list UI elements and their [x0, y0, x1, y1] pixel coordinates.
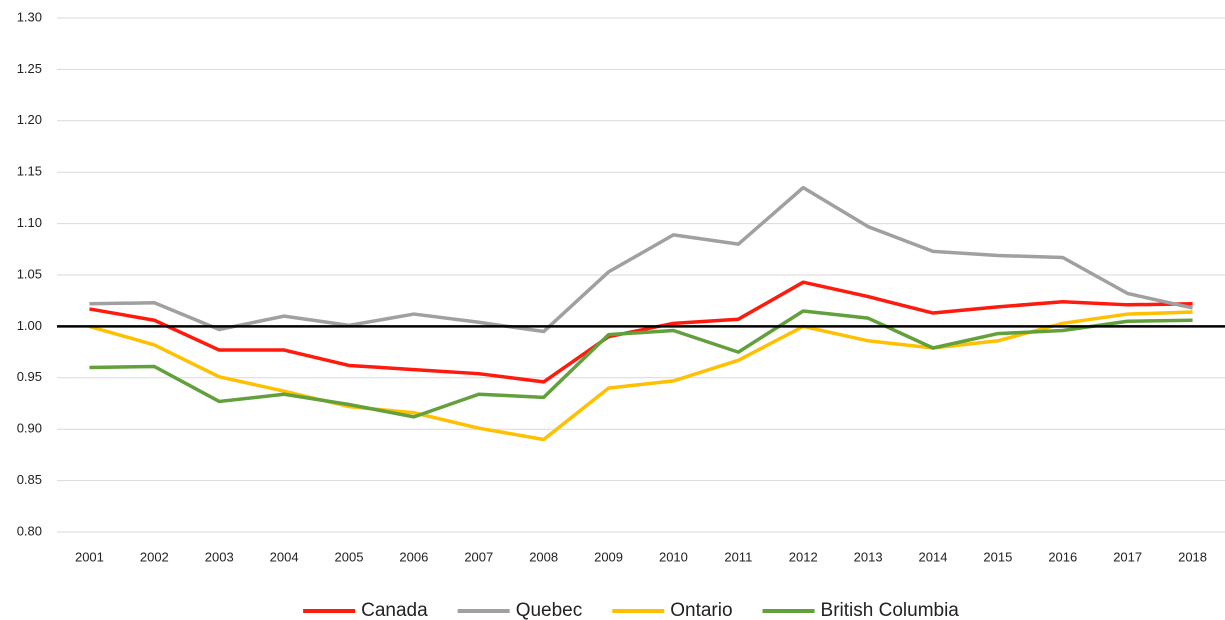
y-tick-label: 0.95: [17, 369, 42, 384]
y-tick-label: 1.15: [17, 164, 42, 179]
y-tick-label: 1.20: [17, 112, 42, 127]
x-tick-label: 2008: [529, 549, 558, 564]
legend-label: British Columbia: [821, 600, 960, 620]
y-tick-label: 1.00: [17, 318, 42, 333]
x-tick-label: 2007: [464, 549, 493, 564]
series-line: [89, 280, 1193, 384]
x-tick-label: 2009: [594, 549, 623, 564]
y-tick-label: 0.85: [17, 472, 42, 487]
x-tick-label: 2005: [335, 549, 364, 564]
y-tick-label: 1.25: [17, 61, 42, 76]
x-tick-label: 2012: [789, 549, 818, 564]
y-tick-label: 1.05: [17, 266, 42, 281]
x-tick-label: 2006: [399, 549, 428, 564]
y-tick-label: 1.10: [17, 215, 42, 230]
x-tick-label: 2001: [75, 549, 104, 564]
x-tick-label: 2014: [919, 549, 948, 564]
series-line: [89, 309, 1193, 419]
series-line: [88, 310, 1193, 442]
legend-label: Ontario: [670, 600, 732, 620]
x-tick-label: 2003: [205, 549, 234, 564]
x-tick-label: 2013: [854, 549, 883, 564]
x-tick-label: 2011: [724, 549, 752, 564]
series-line: [89, 185, 1193, 334]
x-tick-label: 2017: [1113, 549, 1142, 564]
y-tick-label: 1.30: [17, 9, 42, 24]
x-tick-label: 2010: [659, 549, 688, 564]
legend-label: Canada: [361, 600, 428, 620]
x-tick-label: 2018: [1178, 549, 1207, 564]
y-tick-label: 0.90: [17, 421, 42, 436]
legend-label: Quebec: [516, 600, 583, 620]
x-tick-label: 2004: [270, 549, 299, 564]
x-tick-label: 2015: [983, 549, 1012, 564]
y-tick-label: 0.80: [17, 523, 42, 538]
x-tick-label: 2002: [140, 549, 169, 564]
x-tick-label: 2016: [1048, 549, 1077, 564]
